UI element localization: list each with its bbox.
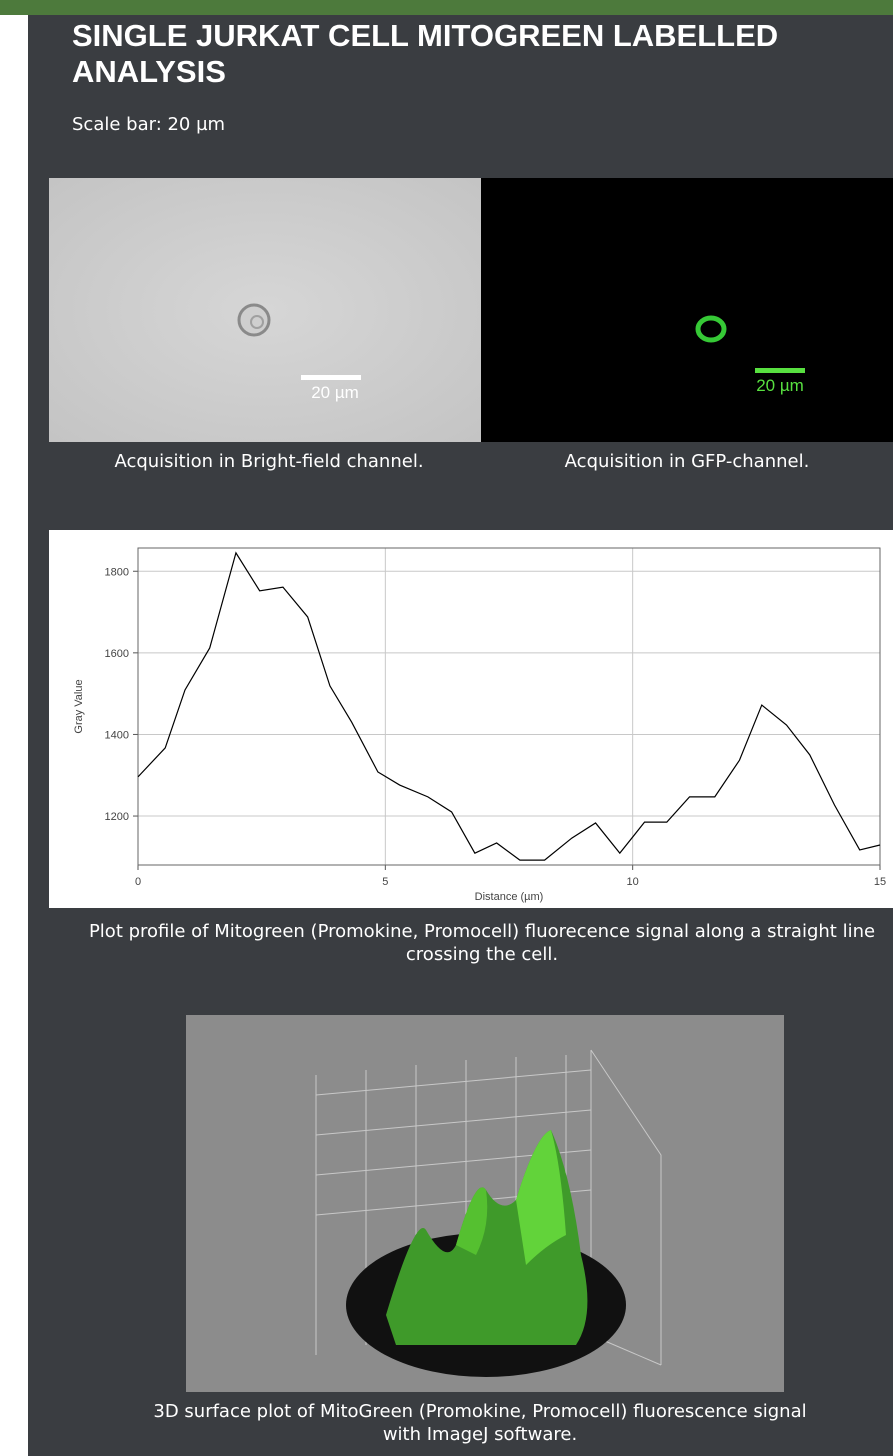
microscopy-images: 20 µm 20 µm bbox=[49, 178, 893, 442]
x-tick-label: 0 bbox=[135, 876, 141, 888]
cell bbox=[239, 305, 269, 335]
gfp-image bbox=[481, 178, 893, 442]
top-bar bbox=[0, 0, 893, 15]
y-tick-label: 1600 bbox=[105, 648, 129, 660]
x-tick-label: 10 bbox=[627, 876, 639, 888]
image-caption: Acquisition in GFP-channel. bbox=[481, 450, 893, 473]
page-title: SINGLE JURKAT CELL MITOGREEN LABELLED AN… bbox=[72, 18, 893, 90]
y-axis-label: Gray Value bbox=[73, 679, 85, 733]
scale-label: 20 µm bbox=[756, 376, 804, 395]
y-tick-label: 1800 bbox=[105, 566, 129, 578]
image-caption: Acquisition in Bright-field channel. bbox=[49, 450, 489, 473]
x-axis-label: Distance (µm) bbox=[475, 891, 544, 903]
x-tick-label: 5 bbox=[382, 876, 388, 888]
chart-caption: Plot profile of Mitogreen (Promokine, Pr… bbox=[62, 920, 893, 966]
scale-bar bbox=[755, 368, 805, 373]
surface-caption: 3D surface plot of MitoGreen (Promokine,… bbox=[140, 1400, 820, 1446]
y-tick-label: 1400 bbox=[105, 729, 129, 741]
surface-plot-image bbox=[186, 1015, 784, 1392]
scale-label: 20 µm bbox=[311, 383, 359, 402]
subtitle: Scale bar: 20 µm bbox=[72, 114, 225, 135]
scale-bar bbox=[301, 375, 361, 380]
profile-chart: 1200 1400 1600 1800 0 5 10 15 Distance (µm) Gray … bbox=[49, 530, 893, 908]
y-tick-label: 1200 bbox=[105, 811, 129, 823]
x-tick-label: 15 bbox=[874, 876, 886, 888]
page: SINGLE JURKAT CELL MITOGREEN LABELLED AN… bbox=[0, 0, 893, 1456]
